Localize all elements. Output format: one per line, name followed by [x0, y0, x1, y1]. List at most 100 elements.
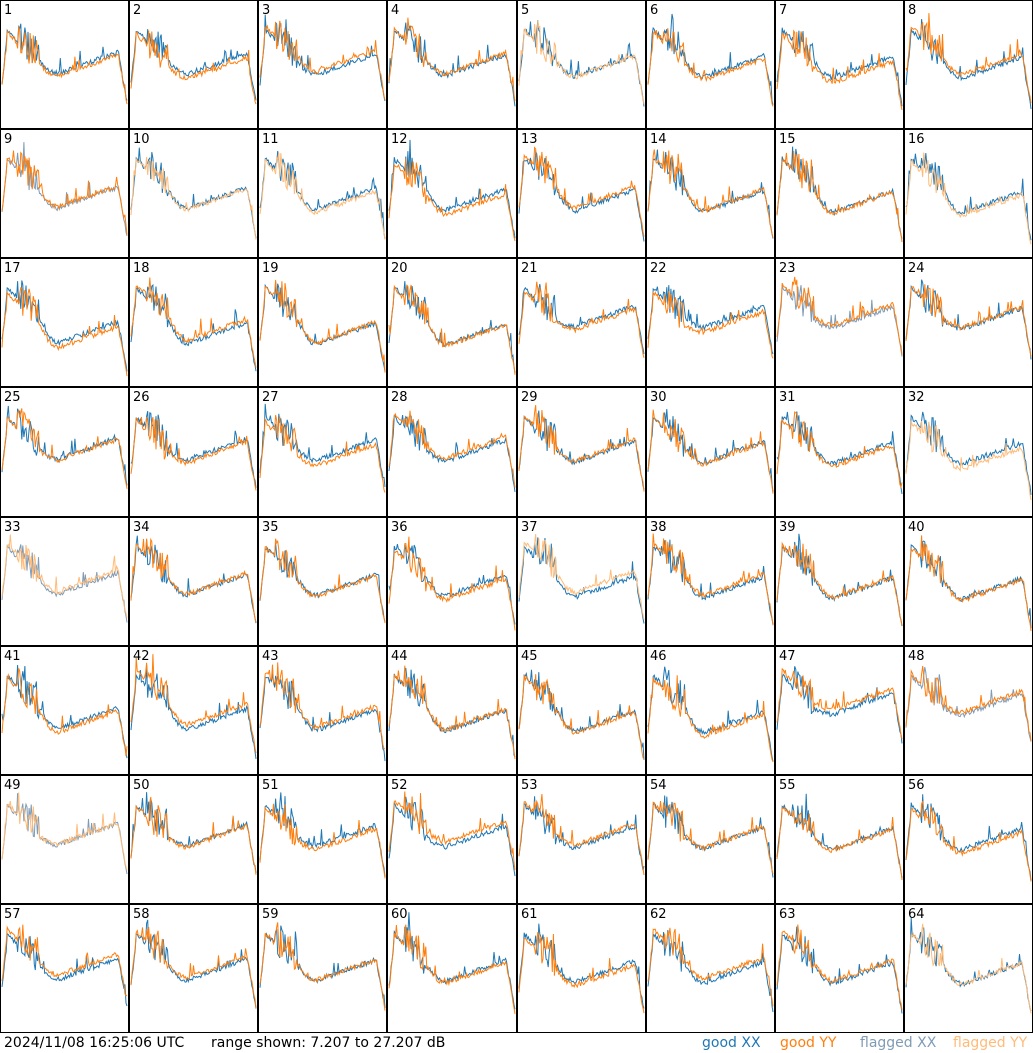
tile-label: 21 — [521, 261, 538, 276]
legend-flagged-xx: flagged XX — [860, 1035, 937, 1051]
tile-frame — [129, 129, 258, 258]
series-xx-line — [130, 665, 257, 760]
series-yy-line — [259, 20, 386, 100]
tile-label: 63 — [779, 907, 796, 922]
tile-19: 19 — [258, 258, 387, 387]
tile-frame — [646, 129, 775, 258]
tile-label: 12 — [391, 132, 408, 147]
tile-label: 59 — [262, 907, 279, 922]
tile-61: 61 — [517, 904, 646, 1033]
tile-label: 36 — [391, 520, 408, 535]
tile-frame — [387, 646, 517, 775]
tile-label: 42 — [133, 649, 150, 664]
tile-63: 63 — [775, 904, 904, 1033]
tile-label: 62 — [650, 907, 667, 922]
tile-43: 43 — [258, 646, 387, 775]
tile-50: 50 — [129, 775, 258, 904]
tile-label: 7 — [779, 3, 787, 18]
legend-good-xx: good XX — [702, 1035, 761, 1051]
series-yy-line — [388, 536, 516, 631]
series-yy-line — [905, 923, 1032, 1014]
tile-label: 49 — [4, 778, 21, 793]
tile-frame — [387, 0, 517, 129]
tile-frame — [775, 775, 904, 904]
tile-frame — [904, 258, 1033, 387]
series-yy-line — [776, 924, 903, 1011]
tile-label: 50 — [133, 778, 150, 793]
tile-frame — [904, 0, 1033, 129]
tile-12: 12 — [387, 129, 517, 258]
tile-label: 38 — [650, 520, 667, 535]
tile-label: 33 — [4, 520, 21, 535]
tile-label: 20 — [391, 261, 408, 276]
tile-label: 16 — [908, 132, 925, 147]
tile-label: 23 — [779, 261, 796, 276]
series-xx-line — [905, 540, 1032, 629]
tile-47: 47 — [775, 646, 904, 775]
tile-frame — [904, 775, 1033, 904]
tile-55: 55 — [775, 775, 904, 904]
tile-label: 35 — [262, 520, 279, 535]
tile-49: 49 — [0, 775, 129, 904]
tile-frame — [0, 904, 129, 1033]
tile-label: 56 — [908, 778, 925, 793]
series-yy-line — [518, 534, 645, 620]
tile-frame — [775, 129, 904, 258]
tile-label: 28 — [391, 390, 408, 405]
series-yy-line — [130, 156, 257, 240]
tile-frame — [387, 129, 517, 258]
tile-label: 48 — [908, 649, 925, 664]
series-xx-line — [518, 669, 645, 760]
tile-label: 41 — [4, 649, 21, 664]
tile-14: 14 — [646, 129, 775, 258]
tile-38: 38 — [646, 517, 775, 646]
tile-2: 2 — [129, 0, 258, 129]
tile-frame — [387, 775, 517, 904]
series-yy-line — [259, 279, 386, 373]
tile-frame — [129, 387, 258, 517]
tile-label: 5 — [521, 3, 529, 18]
series-yy-line — [647, 28, 774, 107]
tile-52: 52 — [387, 775, 517, 904]
tile-label: 8 — [908, 3, 916, 18]
tile-18: 18 — [129, 258, 258, 387]
series-xx-line — [388, 22, 516, 107]
tile-label: 58 — [133, 907, 150, 922]
series-xx-line — [518, 923, 645, 1009]
tile-10: 10 — [129, 129, 258, 258]
tile-frame — [0, 387, 129, 517]
tile-frame — [517, 387, 646, 517]
tile-label: 57 — [4, 907, 21, 922]
tile-frame — [129, 258, 258, 387]
tile-24: 24 — [904, 258, 1033, 387]
series-yy-line — [518, 931, 645, 1014]
tile-label: 27 — [262, 390, 279, 405]
series-yy-line — [647, 409, 774, 494]
tile-frame — [258, 258, 387, 387]
series-yy-line — [388, 158, 516, 242]
tile-label: 1 — [4, 3, 12, 18]
tile-27: 27 — [258, 387, 387, 517]
tile-label: 32 — [908, 390, 925, 405]
tile-frame — [258, 129, 387, 258]
series-yy-line — [130, 537, 257, 623]
series-yy-line — [647, 290, 774, 359]
series-yy-line — [1, 408, 128, 489]
tile-51: 51 — [258, 775, 387, 904]
series-yy-line — [259, 538, 386, 624]
tile-46: 46 — [646, 646, 775, 775]
series-yy-line — [388, 924, 516, 1014]
tile-label: 10 — [133, 132, 150, 147]
series-yy-line — [1, 924, 128, 997]
series-xx-line — [905, 917, 1032, 1012]
series-yy-line — [388, 791, 516, 870]
tile-frame — [387, 904, 517, 1033]
tile-label: 40 — [908, 520, 925, 535]
series-yy-line — [518, 20, 645, 105]
series-xx-line — [647, 285, 774, 355]
tile-22: 22 — [646, 258, 775, 387]
series-yy-line — [388, 284, 516, 375]
series-yy-line — [518, 281, 645, 358]
series-xx-line — [1, 280, 128, 372]
